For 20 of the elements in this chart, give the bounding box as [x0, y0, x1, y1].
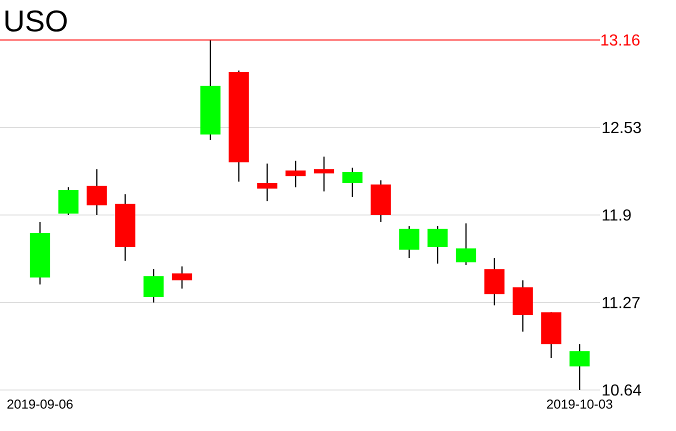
- candlestick: [428, 226, 448, 264]
- candlestick: [286, 160, 306, 188]
- candlestick: [314, 156, 334, 192]
- candlestick: [257, 163, 278, 202]
- candlestick: [399, 226, 420, 259]
- x-tick-label: 2019-09-06: [7, 400, 73, 409]
- x-tick-label: 2019-10-03: [547, 400, 612, 409]
- candlestick: [342, 167, 362, 198]
- candlestick: [86, 168, 107, 216]
- candlestick: [570, 344, 590, 391]
- y-tick-label: 11.9: [602, 209, 631, 221]
- ref-line-label: 13.16: [601, 34, 640, 46]
- y-tick-label: 10.64: [602, 384, 642, 396]
- candlestick: [144, 268, 164, 304]
- y-tick-label: 11.27: [602, 296, 640, 308]
- candlestick: [58, 186, 78, 216]
- candlestick: [172, 266, 192, 290]
- chart-title: USO: [6, 10, 67, 32]
- y-tick-label: 12.53: [602, 122, 641, 134]
- candlestick: [456, 222, 476, 266]
